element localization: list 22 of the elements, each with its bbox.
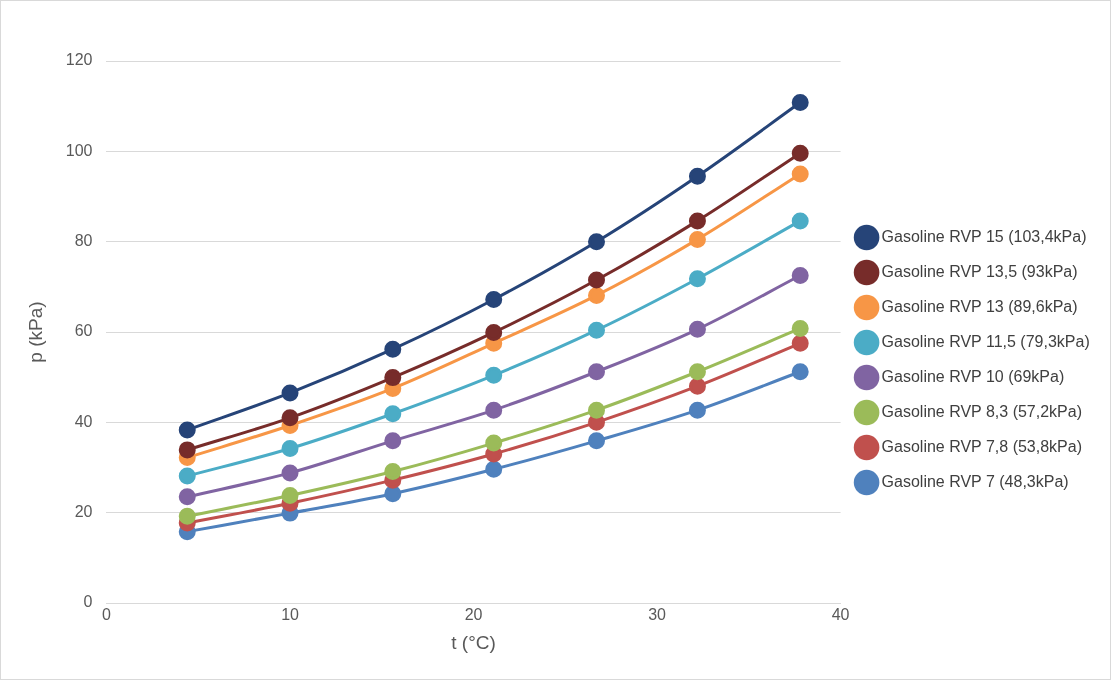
legend-label: Gasoline RVP 15 (103,4kPa) [881, 227, 1087, 245]
legend-label: Gasoline RVP 13,5 (93kPa) [881, 262, 1078, 280]
x-tick-label: 30 [648, 606, 667, 624]
x-tick-label: 0 [102, 606, 112, 624]
y-tick-label: 80 [74, 232, 93, 250]
x-axis-title: t (°C) [451, 631, 496, 653]
y-tick-label: 120 [65, 51, 93, 69]
y-tick-label: 60 [74, 322, 93, 340]
legend-label: Gasoline RVP 8,3 (57,2kPa) [881, 402, 1083, 420]
x-tick-label: 20 [464, 606, 483, 624]
x-tick-label: 40 [831, 606, 850, 624]
legend-label: Gasoline RVP 10 (69kPa) [881, 367, 1065, 385]
y-tick-label: 20 [74, 503, 93, 521]
legend-label: Gasoline RVP 7,8 (53,8kPa) [881, 437, 1083, 455]
legend-label: Gasoline RVP 7 (48,3kPa) [881, 472, 1069, 490]
x-tick-label: 10 [281, 606, 300, 624]
y-tick-label: 40 [74, 412, 93, 430]
y-tick-label: 100 [65, 141, 93, 159]
y-axis-title: p (kPa) [24, 301, 46, 363]
legend-label: Gasoline RVP 11,5 (79,3kPa) [881, 332, 1090, 350]
legend-label: Gasoline RVP 13 (89,6kPa) [881, 297, 1078, 315]
y-tick-label: 0 [83, 593, 93, 611]
